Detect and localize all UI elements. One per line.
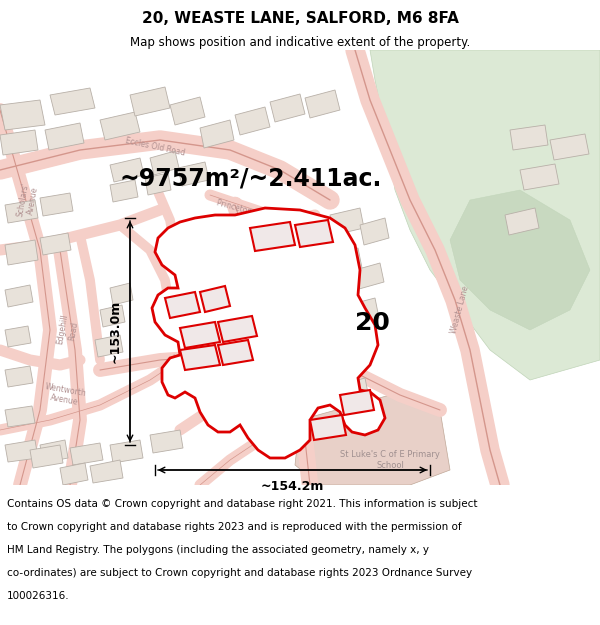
Text: ~9757m²/~2.411ac.: ~9757m²/~2.411ac. [120, 166, 382, 190]
Polygon shape [355, 263, 384, 289]
Polygon shape [550, 134, 589, 160]
Text: 100026316.: 100026316. [7, 591, 70, 601]
Polygon shape [45, 123, 84, 150]
Polygon shape [340, 378, 369, 405]
Polygon shape [5, 366, 33, 387]
Polygon shape [0, 130, 38, 155]
Polygon shape [60, 463, 88, 485]
Text: to Crown copyright and database rights 2023 and is reproduced with the permissio: to Crown copyright and database rights 2… [7, 522, 462, 532]
Text: Wentworth
Avenue: Wentworth Avenue [43, 382, 87, 408]
Polygon shape [110, 158, 144, 182]
Polygon shape [295, 395, 450, 485]
Polygon shape [5, 326, 31, 347]
Polygon shape [0, 100, 45, 130]
Polygon shape [235, 107, 270, 135]
Polygon shape [110, 180, 138, 202]
Polygon shape [310, 368, 342, 395]
Polygon shape [40, 193, 73, 216]
Polygon shape [360, 218, 389, 245]
Polygon shape [100, 112, 140, 140]
Polygon shape [5, 240, 38, 265]
Polygon shape [70, 443, 103, 465]
Polygon shape [152, 208, 385, 458]
Polygon shape [270, 94, 305, 122]
Polygon shape [348, 298, 379, 325]
Polygon shape [218, 316, 257, 342]
Polygon shape [200, 286, 230, 312]
Text: HM Land Registry. The polygons (including the associated geometry, namely x, y: HM Land Registry. The polygons (includin… [7, 545, 429, 555]
Polygon shape [40, 233, 71, 255]
Text: 20, WEASTE LANE, SALFORD, M6 8FA: 20, WEASTE LANE, SALFORD, M6 8FA [142, 11, 458, 26]
Text: co-ordinates) are subject to Crown copyright and database rights 2023 Ordnance S: co-ordinates) are subject to Crown copyr… [7, 568, 472, 578]
Polygon shape [295, 220, 333, 247]
Polygon shape [5, 285, 33, 307]
Polygon shape [310, 415, 346, 440]
Text: Weaste Lane: Weaste Lane [449, 285, 470, 335]
Polygon shape [90, 460, 123, 483]
Text: Harvard Grove: Harvard Grove [172, 354, 229, 371]
Polygon shape [5, 440, 38, 462]
Polygon shape [510, 125, 548, 150]
Polygon shape [330, 248, 362, 275]
Text: St Luke's C of E Primary
School: St Luke's C of E Primary School [340, 450, 440, 470]
Polygon shape [110, 440, 143, 463]
Text: De La Salle Way: De La Salle Way [266, 279, 290, 341]
Text: Eccles Old Road: Eccles Old Road [124, 136, 186, 158]
Text: Princeton Close: Princeton Close [215, 198, 275, 222]
Polygon shape [180, 345, 220, 370]
Polygon shape [330, 208, 364, 235]
Polygon shape [5, 200, 38, 223]
Polygon shape [370, 50, 600, 380]
Text: 20: 20 [355, 311, 390, 335]
Polygon shape [340, 338, 369, 365]
Polygon shape [50, 88, 95, 115]
Text: Langsett Avenue: Langsett Avenue [219, 388, 277, 432]
Polygon shape [5, 406, 35, 427]
Text: Map shows position and indicative extent of the property.: Map shows position and indicative extent… [130, 36, 470, 49]
Polygon shape [100, 305, 125, 327]
Polygon shape [315, 328, 346, 355]
Polygon shape [305, 90, 340, 118]
Polygon shape [95, 335, 123, 357]
Text: Edgehill
Road: Edgehill Road [56, 313, 80, 347]
Polygon shape [150, 430, 183, 453]
Polygon shape [110, 283, 133, 305]
Text: ~153.0m: ~153.0m [109, 300, 122, 363]
Polygon shape [130, 87, 170, 116]
Polygon shape [170, 97, 205, 125]
Polygon shape [320, 288, 354, 315]
Polygon shape [450, 190, 590, 330]
Polygon shape [250, 222, 295, 251]
Polygon shape [200, 120, 234, 148]
Polygon shape [218, 340, 253, 365]
Text: ~154.2m: ~154.2m [261, 480, 324, 493]
Text: Scholars'
Avenue: Scholars' Avenue [16, 181, 41, 219]
Polygon shape [180, 322, 220, 348]
Polygon shape [165, 292, 200, 318]
Polygon shape [150, 151, 179, 175]
Polygon shape [145, 173, 171, 195]
Text: Contains OS data © Crown copyright and database right 2021. This information is : Contains OS data © Crown copyright and d… [7, 499, 478, 509]
Polygon shape [178, 162, 209, 186]
Polygon shape [30, 445, 63, 468]
Polygon shape [340, 390, 374, 415]
Polygon shape [520, 164, 559, 190]
Polygon shape [505, 208, 539, 235]
Polygon shape [40, 440, 68, 463]
